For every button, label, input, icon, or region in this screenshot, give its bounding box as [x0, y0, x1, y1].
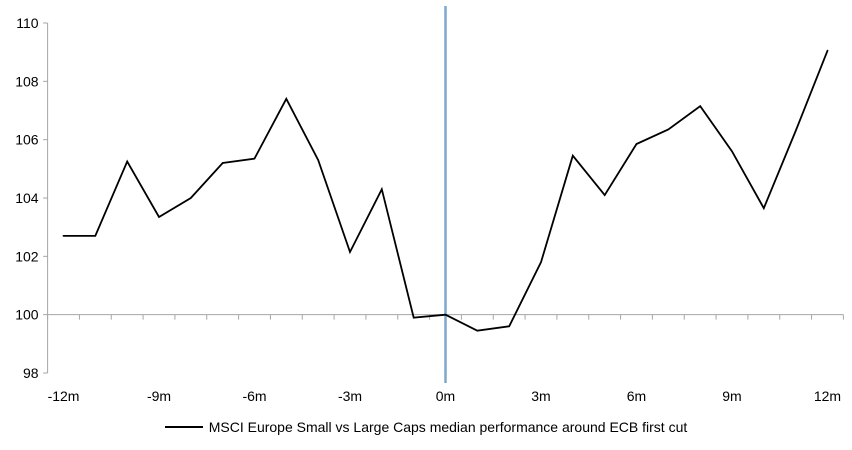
line-chart-canvas: 98 100 102 104 106 108 110 -12m -9m -6m -3m 0m 3m 6m 9…: [15, 6, 844, 404]
legend-label: MSCI Europe Small vs Large Caps median p…: [208, 419, 688, 435]
y-axis-tick-label: 106: [15, 132, 39, 148]
x-axis-tick-label: -12m: [48, 388, 80, 404]
y-axis-tick-label: 108: [15, 73, 39, 89]
y-axis-tick-label: 98: [23, 365, 39, 381]
chart-legend: MSCI Europe Small vs Large Caps median p…: [0, 419, 852, 435]
y-axis-tick-label: 110: [16, 15, 39, 31]
y-axis-tick-label: 102: [15, 248, 39, 264]
x-axis-tick-label: -3m: [338, 388, 362, 404]
data-line: [62, 49, 829, 332]
x-axis-tick-label: 0m: [436, 388, 455, 404]
x-axis-tick-label: 9m: [722, 388, 741, 404]
legend-line-swatch: [164, 426, 203, 428]
x-axis-tick-label: -9m: [147, 388, 171, 404]
x-axis-tick-label: -6m: [242, 388, 266, 404]
y-axis-tick-label: 104: [15, 190, 39, 206]
x-axis-tick-label: 12m: [814, 388, 841, 404]
x-axis-tick-label: 3m: [531, 388, 550, 404]
x-axis-tick-label: 6m: [627, 388, 646, 404]
y-axis-tick-label: 100: [15, 307, 39, 323]
